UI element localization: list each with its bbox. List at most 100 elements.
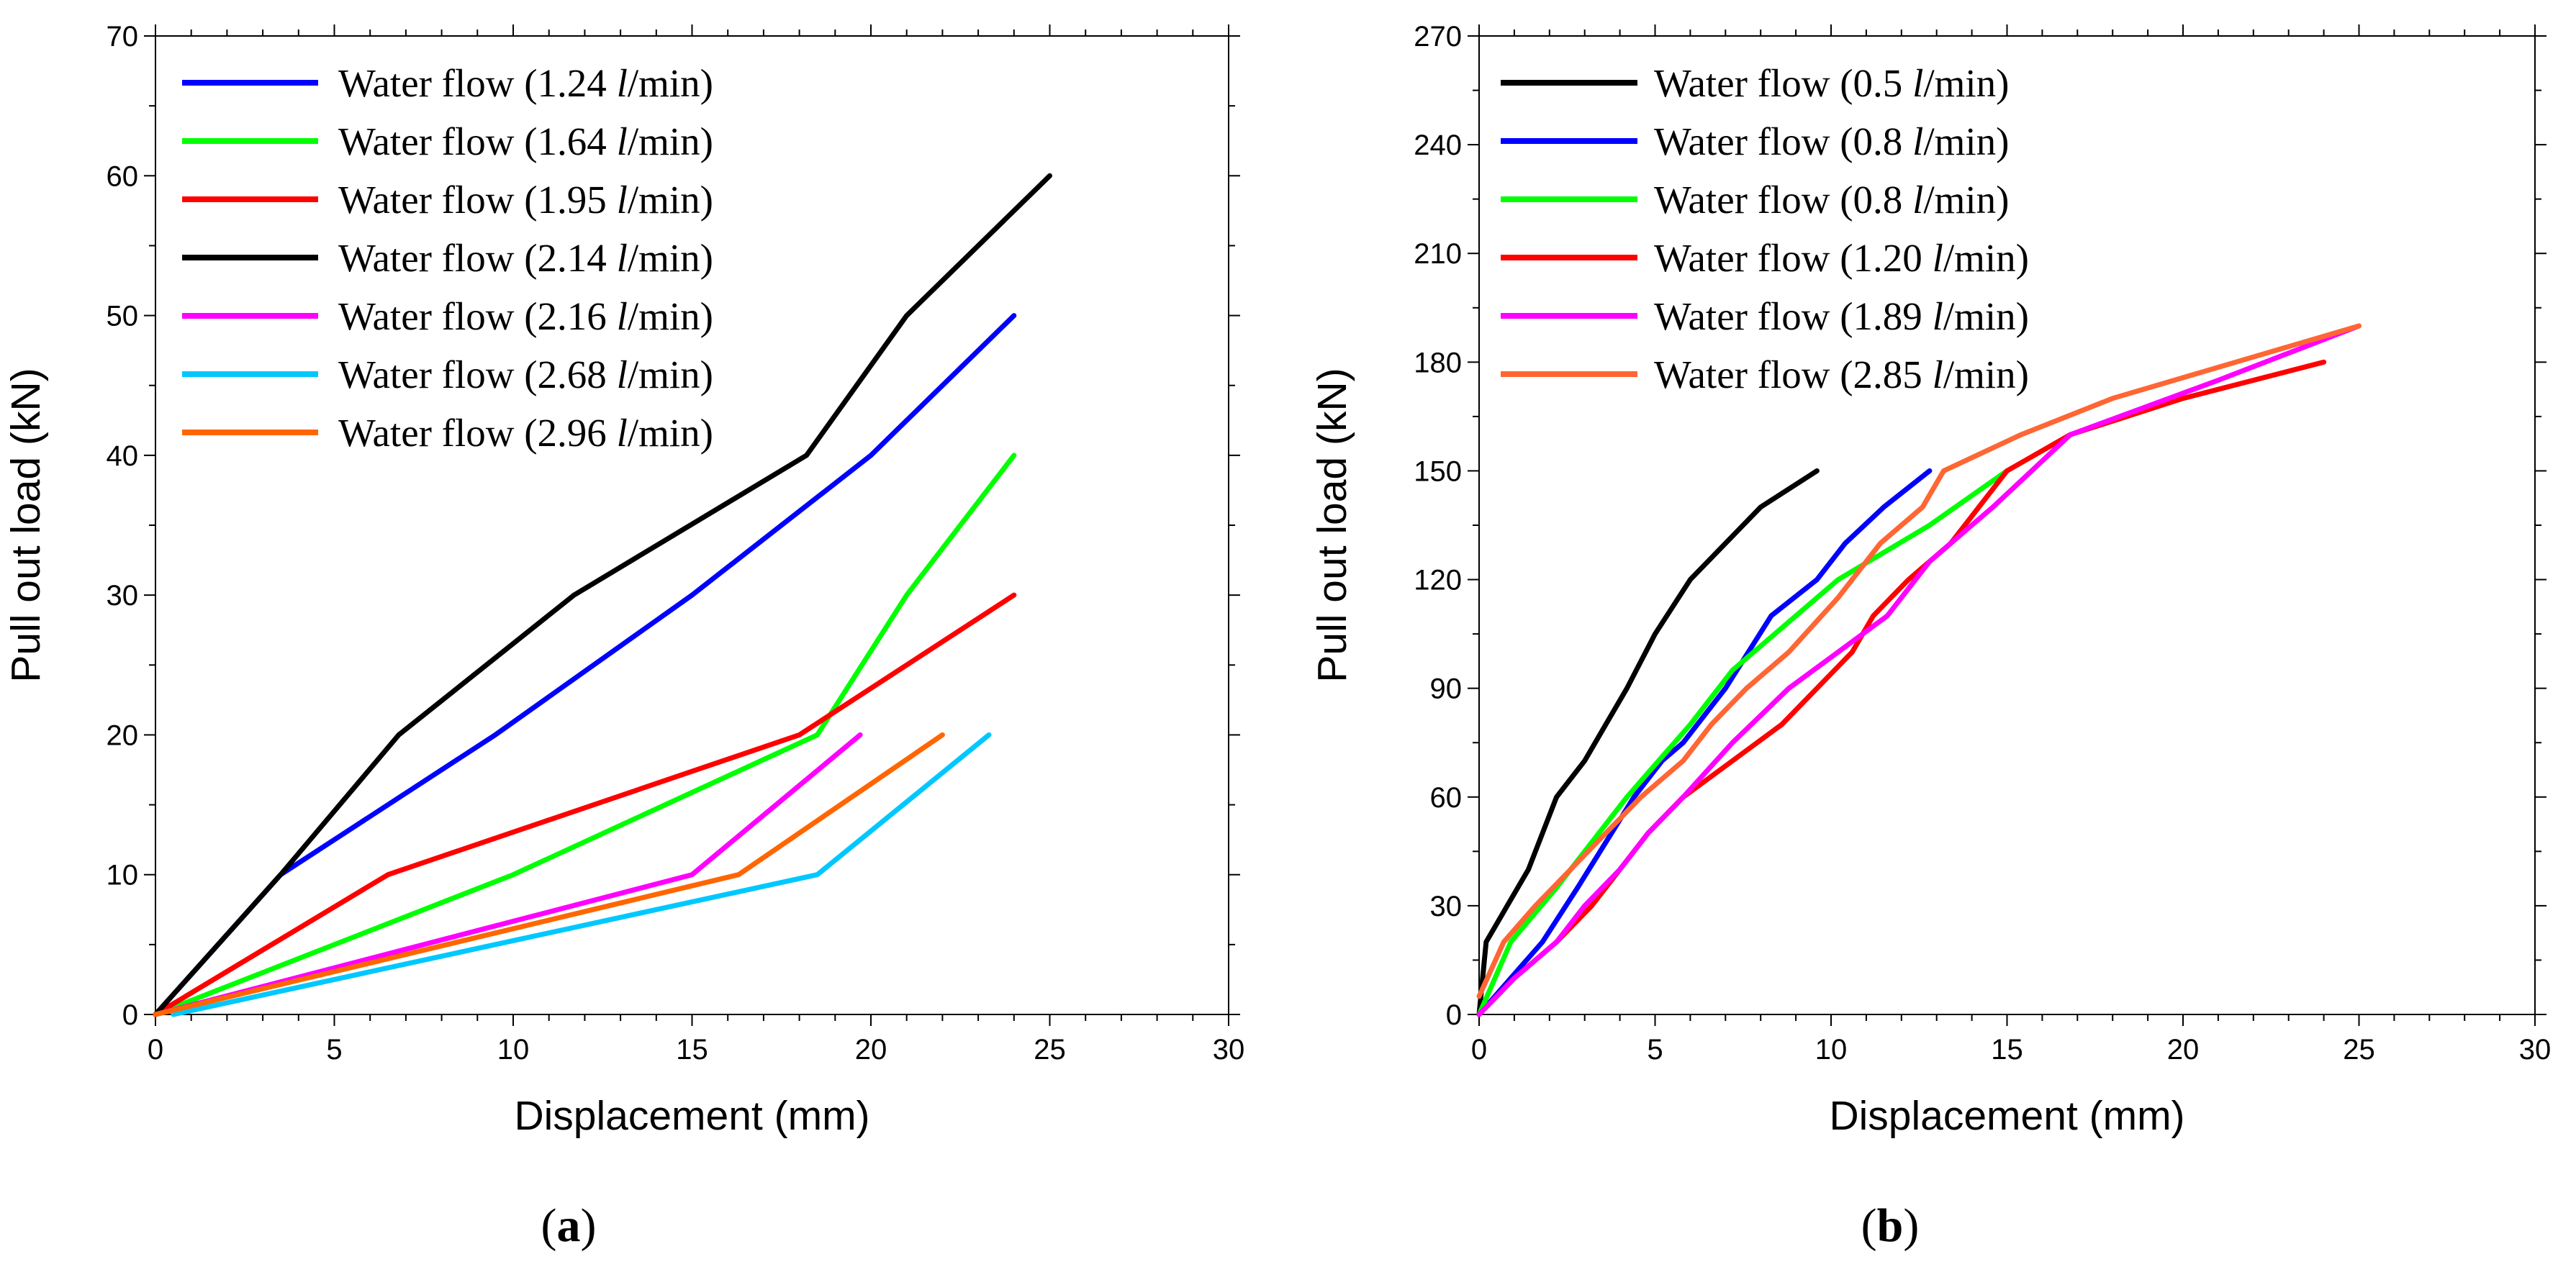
y-tick-label: 30 [107,580,139,612]
x-tick-label: 25 [2343,1034,2375,1066]
series-line-7 [153,732,945,1017]
series-line-5 [1476,323,2362,1017]
legend-label-suffix: /min) [628,61,713,105]
legend-label-suffix: /min) [628,353,713,396]
legend-label-suffix: /min) [1923,119,2009,163]
legend-label-suffix: /min) [1943,236,2029,280]
legend-label: Water flow (1.89 l/min) [1654,294,2029,338]
legend-label-unit: l [617,411,628,455]
y-tick-label: 270 [1414,21,1462,53]
legend-label-unit: l [1933,294,1943,338]
series-line-6 [171,732,992,1017]
legend-label-suffix: /min) [628,411,713,455]
legend-label: Water flow (1.24 l/min) [338,61,713,105]
x-tick-label: 5 [326,1034,342,1066]
legend-label: Water flow (2.68 l/min) [338,353,713,396]
y-axis-title: Pull out load (kN) [1309,368,1355,682]
legend-label-prefix: Water flow (1.20 [1654,236,1933,280]
legend-label-prefix: Water flow (2.85 [1654,353,1933,396]
x-tick-label: 30 [2519,1034,2552,1066]
legend-label-unit: l [617,236,628,280]
y-tick-label: 60 [107,160,139,192]
legend-label-prefix: Water flow (2.68 [338,353,617,396]
legend-label: Water flow (0.5 l/min) [1654,61,2010,105]
legend-label: Water flow (2.16 l/min) [338,294,713,338]
x-tick-label: 10 [1815,1034,1848,1066]
x-axis-title: Displacement (mm) [1829,1093,2184,1139]
legend-label: Water flow (0.8 l/min) [1654,178,2010,222]
y-tick-label: 0 [1446,999,1462,1031]
legend-label: Water flow (0.8 l/min) [1654,119,2010,163]
legend-label-suffix: /min) [1943,294,2029,338]
legend-label-prefix: Water flow (1.89 [1654,294,1933,338]
y-tick-label: 150 [1414,455,1462,487]
y-tick-label: 40 [107,440,139,472]
y-tick-label: 50 [107,301,139,332]
y-tick-label: 20 [107,719,139,751]
legend-label-prefix: Water flow (0.8 [1654,119,1912,163]
panel-label: (b) [1861,1199,1920,1252]
series-line-3 [1476,468,2010,1017]
legend-label-unit: l [617,353,628,396]
y-tick-label: 240 [1414,130,1462,161]
chart-panel-b: 0 5 10 15 20 25 30 0 30 60 90 120 150 180 210 240 270 Dis… [1309,21,2551,1252]
legend-label: Water flow (1.20 l/min) [1654,236,2029,280]
y-tick-label: 180 [1414,347,1462,378]
legend-label: Water flow (2.96 l/min) [338,411,713,455]
legend-label-unit: l [1933,353,1943,396]
legend-label: Water flow (1.64 l/min) [338,119,713,163]
legend-label-unit: l [617,61,628,105]
x-axis-title: Displacement (mm) [514,1093,869,1139]
legend-label: Water flow (2.14 l/min) [338,236,713,280]
y-tick-label: 210 [1414,238,1462,270]
series-line-4 [1476,359,2327,1017]
legend-label-unit: l [617,294,628,338]
legend-label-prefix: Water flow (2.96 [338,411,617,455]
y-tick-label: 0 [122,999,138,1031]
legend-label-suffix: /min) [1943,353,2029,396]
legend-label-prefix: Water flow (1.64 [338,119,617,163]
legend-label-unit: l [1912,119,1923,163]
legend-label-suffix: /min) [628,236,713,280]
y-tick-label: 60 [1430,782,1463,814]
legend-label-unit: l [1912,61,1923,105]
x-tick-label: 20 [2167,1034,2200,1066]
y-tick-label: 70 [107,21,139,53]
series-line-5 [153,732,863,1017]
x-tick-label: 0 [148,1034,163,1066]
legend-label: Water flow (1.95 l/min) [338,178,713,222]
legend-label-suffix: /min) [628,294,713,338]
x-tick-label: 20 [855,1034,887,1066]
chart-panel-a: 0 5 10 15 20 25 30 0 10 20 30 40 50 60 70 Displacement … [3,21,1244,1252]
legend-label-suffix: /min) [1923,178,2009,222]
y-tick-label: 120 [1414,565,1462,596]
x-tick-label: 0 [1471,1034,1487,1066]
legend-label-suffix: /min) [628,119,713,163]
legend-label-unit: l [617,178,628,222]
x-tick-label: 15 [676,1034,708,1066]
legend-label-suffix: /min) [1923,61,2009,105]
legend-label-unit: l [1912,178,1923,222]
legend-label-prefix: Water flow (2.14 [338,236,617,280]
series-line-6 [1476,323,2362,999]
x-tick-label: 5 [1647,1034,1663,1066]
x-tick-label: 15 [1991,1034,2023,1066]
legend-label-suffix: /min) [628,178,713,222]
y-axis-title: Pull out load (kN) [3,368,49,682]
x-tick-label: 25 [1034,1034,1066,1066]
legend-label-prefix: Water flow (1.95 [338,178,617,222]
y-tick-label: 30 [1430,891,1463,922]
x-tick-label: 30 [1213,1034,1245,1066]
series-line-4 [153,173,1052,1017]
legend-label-prefix: Water flow (0.5 [1654,61,1912,105]
series-line-2 [1476,468,1933,1017]
series-line-3 [153,592,1017,1017]
legend-label: Water flow (2.85 l/min) [1654,353,2029,396]
legend-label-prefix: Water flow (1.24 [338,61,617,105]
legend-label-unit: l [1933,236,1943,280]
panel-label: (a) [541,1199,597,1252]
series-line-2 [153,453,1017,1017]
y-tick-label: 90 [1430,673,1463,705]
